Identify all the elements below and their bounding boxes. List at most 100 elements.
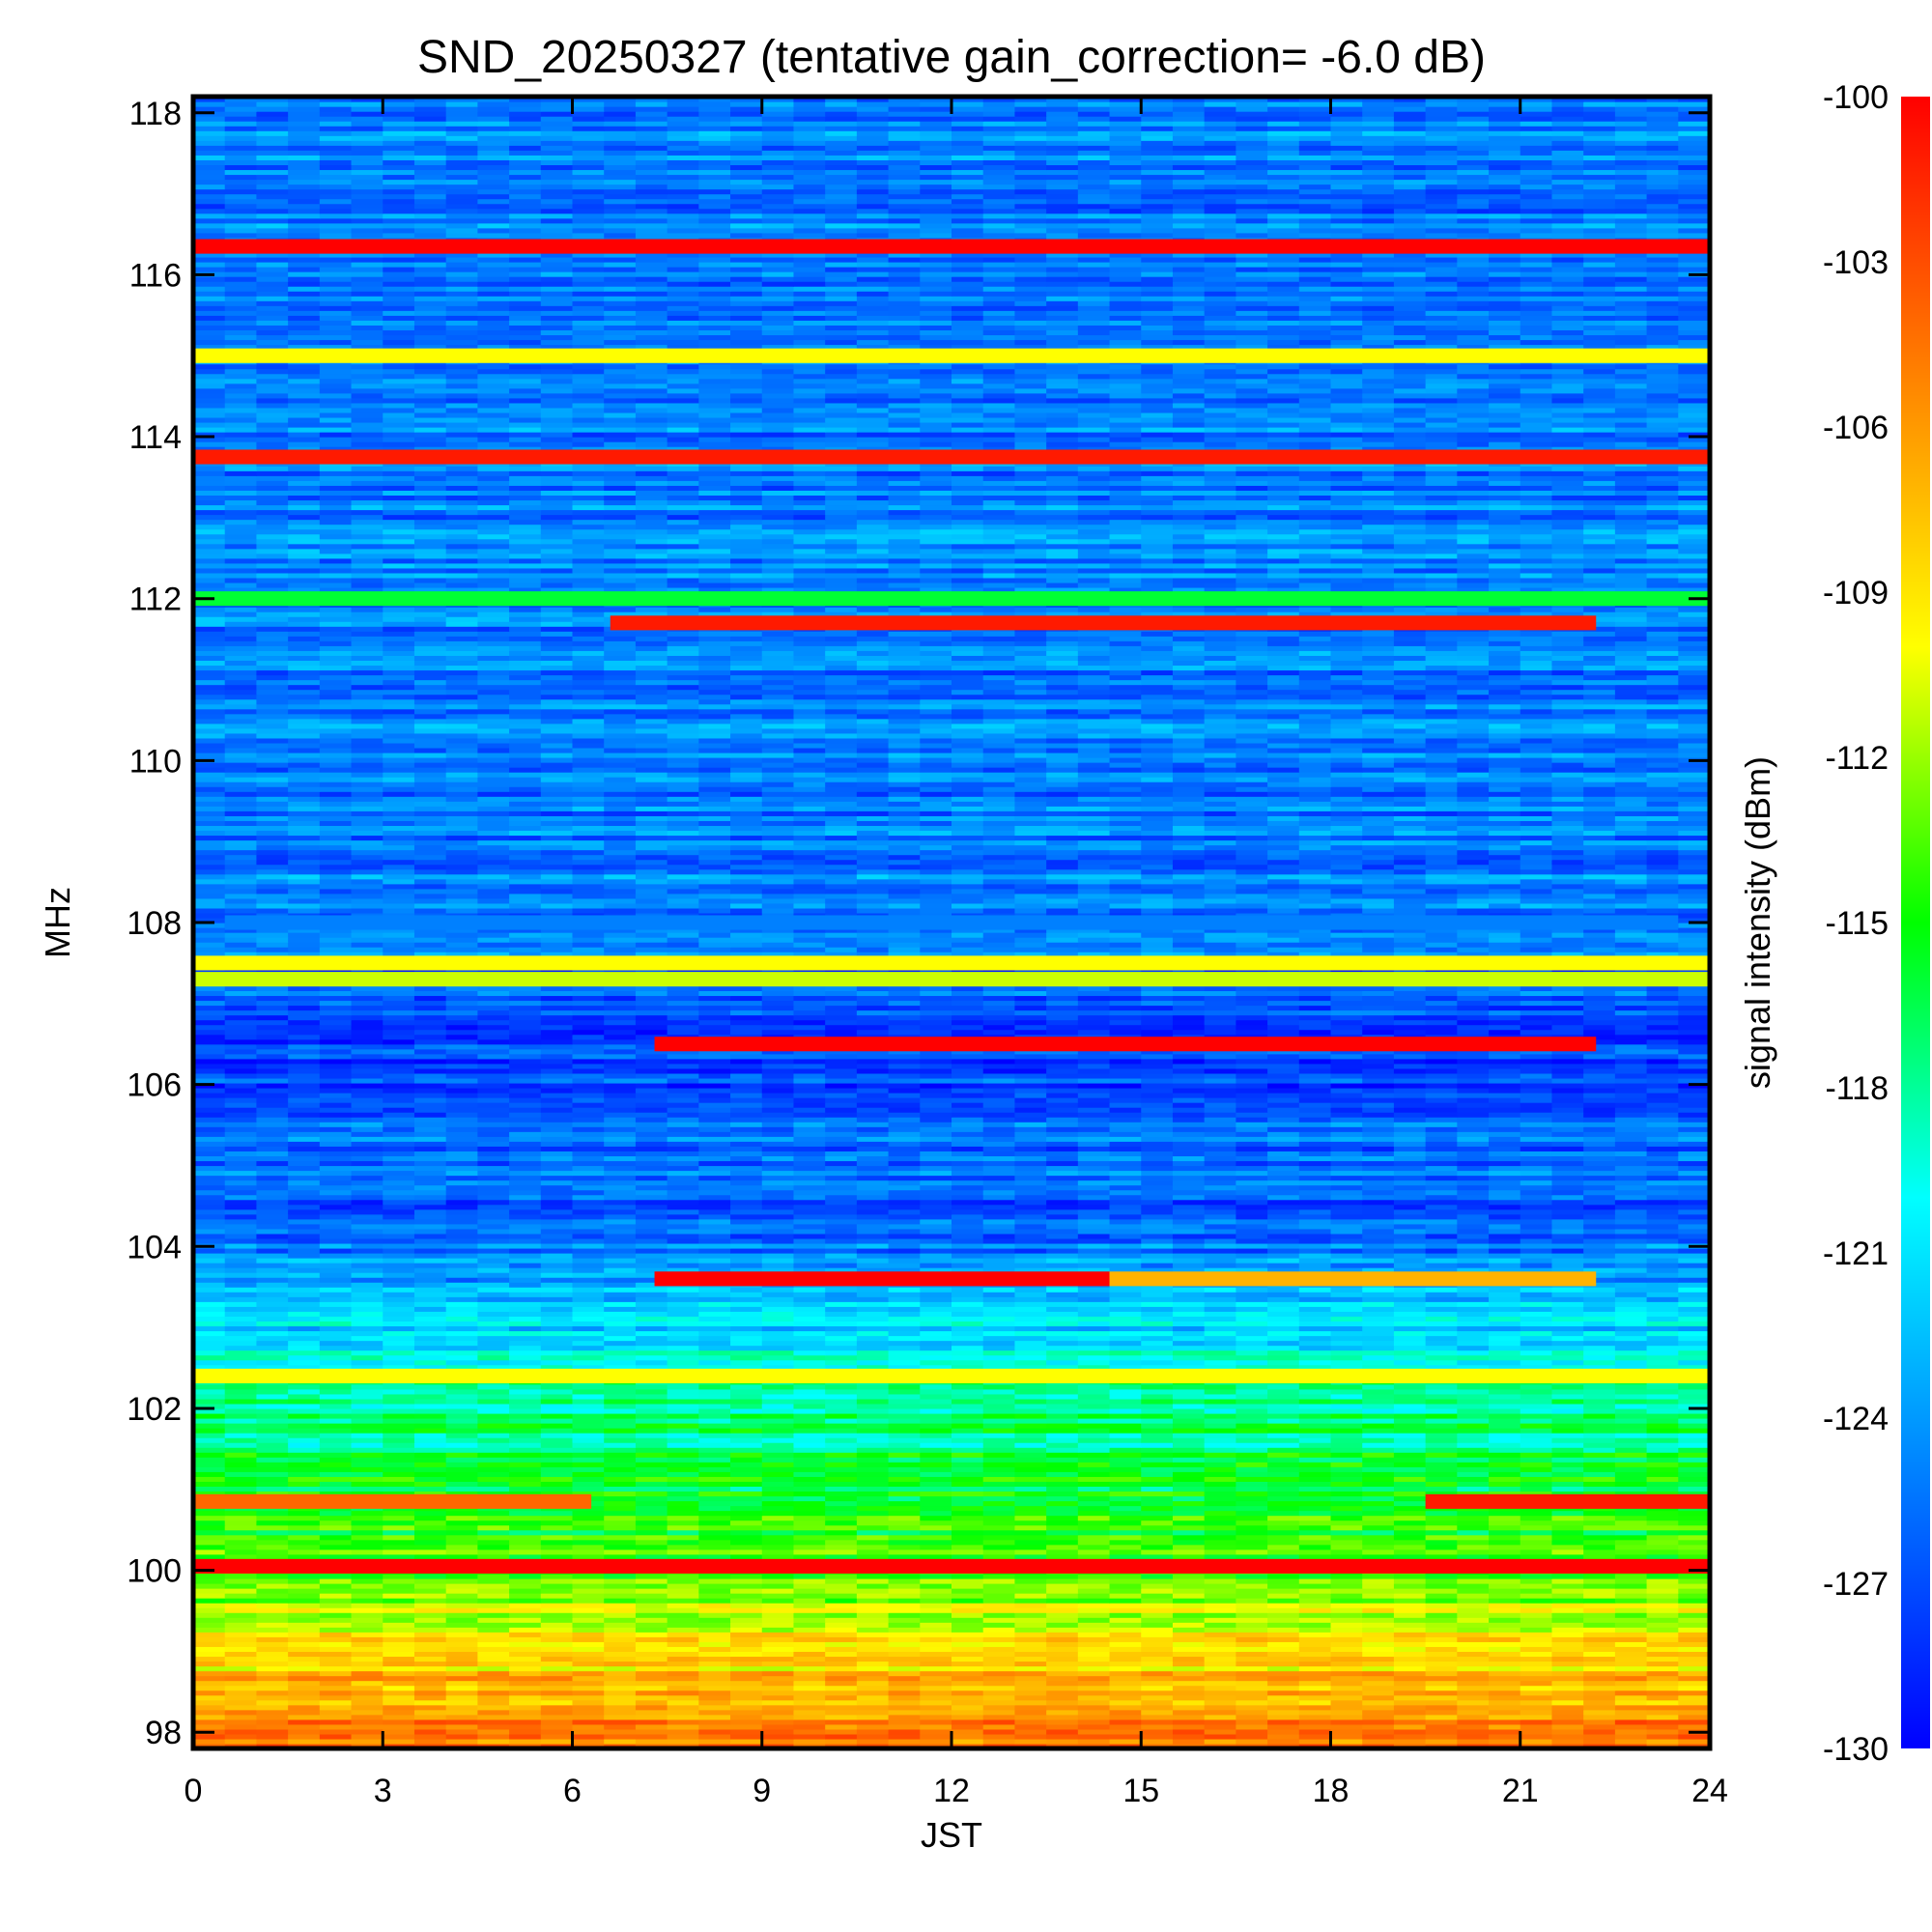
heatmap-cell	[1267, 1296, 1300, 1302]
heatmap-cell	[1172, 1661, 1206, 1667]
heatmap-cell	[1236, 1447, 1268, 1453]
heatmap-cell	[445, 1316, 478, 1322]
heatmap-cell	[1614, 1632, 1648, 1637]
heatmap-cell	[256, 1675, 289, 1682]
heatmap-cell	[319, 1738, 353, 1745]
heatmap-cell	[1236, 1388, 1268, 1395]
heatmap-cell	[982, 1603, 1016, 1608]
heatmap-cell	[1046, 1340, 1079, 1347]
heatmap-cell	[1425, 1534, 1458, 1541]
heatmap-cell	[952, 1588, 984, 1594]
heatmap-cell	[1077, 1345, 1111, 1351]
heatmap-cell	[413, 1651, 447, 1658]
heatmap-cell	[920, 1466, 952, 1472]
heatmap-cell	[1551, 1553, 1584, 1560]
heatmap-cell	[856, 1728, 890, 1735]
heatmap-cell	[1646, 1407, 1679, 1414]
heatmap-cell	[1046, 1603, 1079, 1608]
heatmap-cell	[509, 1277, 542, 1283]
heatmap-cell	[1236, 1515, 1268, 1521]
heatmap-cell	[572, 1588, 605, 1594]
heatmap-cell	[1298, 1675, 1332, 1682]
heatmap-cell	[920, 1476, 952, 1482]
heatmap-cell	[1109, 1529, 1142, 1536]
heatmap-cell	[825, 1437, 858, 1443]
heatmap-cell	[288, 1287, 321, 1293]
heatmap-cell	[1330, 1354, 1363, 1361]
heatmap-cell	[667, 1661, 699, 1667]
heatmap-cell	[1551, 1407, 1584, 1414]
heatmap-cell	[1267, 1500, 1300, 1507]
heatmap-cell	[1425, 1510, 1458, 1517]
heatmap-cell	[1678, 1277, 1710, 1283]
heatmap-cell	[1551, 1723, 1584, 1730]
heatmap-cell	[1551, 1481, 1584, 1488]
heatmap-cell	[825, 1661, 858, 1667]
heatmap-cell	[635, 1428, 668, 1434]
heatmap-cell	[445, 1383, 478, 1390]
heatmap-cell	[1298, 1500, 1332, 1507]
heatmap-cell	[982, 1287, 1016, 1293]
heatmap-cell	[540, 1462, 574, 1467]
heatmap-cell	[509, 1670, 542, 1677]
heatmap-cell	[1551, 1350, 1584, 1356]
heatmap-cell	[1425, 1694, 1458, 1701]
heatmap-cell	[256, 1282, 289, 1288]
heatmap-cell	[1520, 1462, 1553, 1467]
heatmap-cell	[1141, 1680, 1174, 1687]
heatmap-cell	[1141, 1340, 1174, 1347]
heatmap-cell	[982, 1491, 1016, 1497]
heatmap-cell	[1298, 1612, 1332, 1618]
heatmap-cell	[793, 1743, 826, 1748]
heatmap-cell	[1141, 1433, 1174, 1438]
heatmap-cell	[413, 1646, 447, 1653]
heatmap-cell	[193, 1607, 226, 1613]
heatmap-cell	[825, 1457, 858, 1463]
heatmap-cell	[982, 1335, 1016, 1342]
heatmap-cell	[319, 1670, 353, 1677]
heatmap-cell	[604, 1282, 637, 1288]
heatmap-cell	[1520, 1577, 1553, 1584]
heatmap-cell	[1457, 1423, 1490, 1429]
heatmap-cell	[1046, 1680, 1079, 1687]
heatmap-cell	[1678, 1510, 1710, 1517]
heatmap-cell	[1393, 1345, 1427, 1351]
heatmap-cell	[1583, 1675, 1616, 1682]
heatmap-cell	[920, 1486, 952, 1492]
heatmap-cell	[1236, 1704, 1268, 1711]
heatmap-cell	[1489, 1486, 1521, 1492]
heatmap-cell	[667, 1719, 699, 1725]
heatmap-cell	[540, 1515, 574, 1521]
heatmap-cell	[1141, 1723, 1174, 1730]
heatmap-cell	[1678, 1335, 1710, 1342]
heatmap-cell	[1236, 1598, 1268, 1604]
heatmap-cell	[761, 1486, 795, 1492]
heatmap-cell	[224, 1573, 258, 1579]
heatmap-cell	[1014, 1534, 1047, 1541]
heatmap-cell	[982, 1345, 1016, 1351]
heatmap-cell	[224, 1728, 258, 1735]
heatmap-cell	[920, 1520, 952, 1526]
heatmap-cell	[383, 1350, 415, 1356]
heatmap-cell	[1489, 1242, 1521, 1249]
heatmap-cell	[1014, 1311, 1047, 1317]
heatmap-cell	[1489, 1685, 1521, 1691]
heatmap-cell	[667, 1321, 699, 1327]
heatmap-cell	[825, 1670, 858, 1677]
heatmap-cell	[1457, 1632, 1490, 1637]
heatmap-cell	[445, 1598, 478, 1604]
heatmap-cell	[920, 1588, 952, 1594]
heatmap-cell	[1393, 1646, 1427, 1653]
heatmap-cell	[952, 1471, 984, 1477]
heatmap-cell	[1583, 1345, 1616, 1351]
heatmap-cell	[193, 1418, 226, 1424]
heatmap-cell	[256, 1656, 289, 1662]
heatmap-cell	[825, 1627, 858, 1633]
heatmap-cell	[193, 1603, 226, 1608]
heatmap-cell	[1077, 1733, 1111, 1740]
heatmap-cell	[1267, 1553, 1300, 1560]
heatmap-cell	[730, 1321, 763, 1327]
heatmap-cell	[920, 1515, 952, 1521]
heatmap-cell	[509, 1403, 542, 1409]
heatmap-cell	[1046, 1617, 1079, 1623]
